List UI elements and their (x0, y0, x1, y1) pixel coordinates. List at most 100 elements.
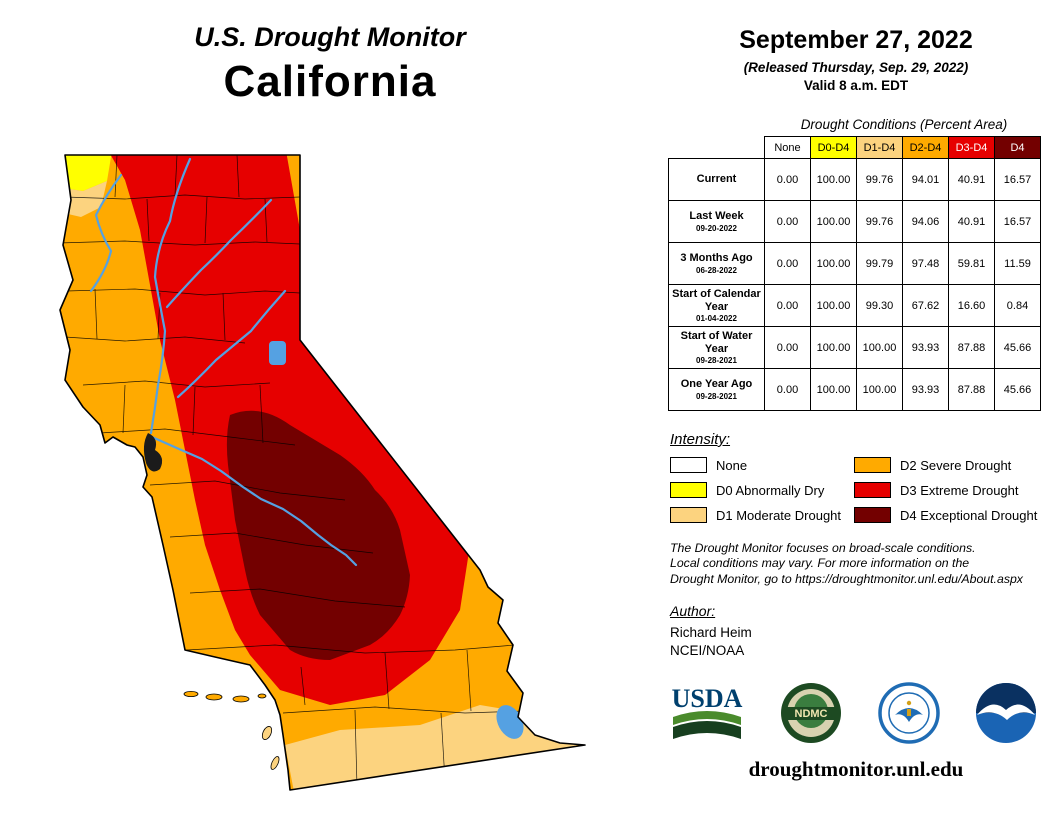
row-label: One Year Ago 09-28-2021 (668, 368, 765, 411)
drought-conditions-table: None D0-D4 D1-D4 D2-D4 D3-D4 D4 Current … (668, 136, 1041, 411)
svg-text:USDA: USDA (672, 684, 743, 713)
table-cell: 100.00 (810, 368, 857, 411)
legend-swatch-d2 (854, 457, 891, 473)
table-cell: 100.00 (810, 158, 857, 201)
california-drought-map (59, 154, 586, 791)
table-cell: 45.66 (994, 368, 1041, 411)
author-name: Richard Heim (670, 625, 752, 641)
table-row-3-months-ago: 3 Months Ago 06-28-2022 0.00 100.00 99.7… (668, 242, 1041, 285)
release-date: (Released Thursday, Sep. 29, 2022) (743, 60, 969, 75)
table-cell: 0.00 (764, 158, 811, 201)
table-row-last-week: Last Week 09-20-2022 0.00 100.00 99.76 9… (668, 200, 1041, 243)
table-cell: 0.00 (764, 242, 811, 285)
region-title: California (223, 57, 437, 106)
table-cell: 0.00 (764, 368, 811, 411)
table-cell: 100.00 (810, 284, 857, 327)
date-block: September 27, 2022 (Released Thursday, S… (660, 26, 1052, 93)
column-header-d4: D4 (994, 136, 1041, 159)
table-cell: 59.81 (948, 242, 995, 285)
table-row-start-calendar-year: Start of Calendar Year 01-04-2022 0.00 1… (668, 284, 1041, 327)
title-block: U.S. Drought Monitor California (0, 22, 660, 107)
table-corner-cell (668, 136, 765, 159)
table-cell: 0.00 (764, 326, 811, 369)
table-cell: 16.60 (948, 284, 995, 327)
table-row-one-year-ago: One Year Ago 09-28-2021 0.00 100.00 100.… (668, 368, 1041, 411)
table-cell: 100.00 (810, 242, 857, 285)
info-panel: September 27, 2022 (Released Thursday, S… (660, 0, 1052, 782)
table-cell: 40.91 (948, 200, 995, 243)
table-cell: 16.57 (994, 200, 1041, 243)
table-cell: 45.66 (994, 326, 1041, 369)
sacramento-river (149, 157, 192, 435)
table-cell: 99.79 (856, 242, 903, 285)
valid-time: Valid 8 a.m. EDT (803, 78, 909, 93)
legend-title: Intensity: (670, 431, 731, 448)
table-cell: 94.06 (902, 200, 949, 243)
author-org: NCEI/NOAA (670, 643, 745, 659)
site-url: droughtmonitor.unl.edu (748, 756, 964, 781)
agency-logos: USDA NDMC (668, 675, 1038, 751)
feather-river (176, 289, 287, 399)
legend-swatch-d0 (670, 482, 707, 498)
legend-swatch-d3 (854, 482, 891, 498)
d0-abnormally-dry-region (60, 155, 113, 191)
disclaimer-line: Local conditions may vary. For more info… (670, 556, 970, 571)
table-cell: 0.84 (994, 284, 1041, 327)
table-cell: 93.93 (902, 368, 949, 411)
report-title: U.S. Drought Monitor (194, 22, 466, 52)
usda-logo: USDA (672, 684, 743, 739)
channel-islands (183, 691, 280, 770)
disclaimer: The Drought Monitor focuses on broad-sca… (670, 541, 1052, 587)
table-cell: 16.57 (994, 158, 1041, 201)
table-cell: 87.88 (948, 326, 995, 369)
commerce-seal-logo (877, 681, 940, 744)
table-cell: 94.01 (902, 158, 949, 201)
row-label: Start of Water Year 09-28-2021 (668, 326, 765, 369)
klamath-river (89, 173, 123, 293)
legend-swatch-d4 (854, 507, 891, 523)
legend-item-d4: D4 Exceptional Drought (854, 507, 1054, 523)
legend-swatch-d1 (670, 507, 707, 523)
ndmc-logo: NDMC (781, 682, 842, 743)
legend-item-d2: D2 Severe Drought (854, 457, 1054, 473)
row-label: 3 Months Ago 06-28-2022 (668, 242, 765, 285)
author-heading: Author: (670, 603, 716, 620)
disclaimer-line: The Drought Monitor focuses on broad-sca… (670, 541, 976, 555)
column-header-d3d4: D3-D4 (948, 136, 995, 159)
row-label: Start of Calendar Year 01-04-2022 (668, 284, 765, 327)
california-outline (59, 154, 586, 791)
table-cell: 40.91 (948, 158, 995, 201)
table-cell: 11.59 (994, 242, 1041, 285)
legend-swatch-none (670, 457, 707, 473)
legend-item-d1: D1 Moderate Drought (670, 507, 854, 523)
san-joaquin-river (150, 435, 358, 567)
lake-tahoe (269, 341, 286, 365)
table-cell: 100.00 (856, 326, 903, 369)
disclaimer-line: Drought Monitor, go to https://droughtmo… (670, 571, 1023, 586)
column-header-none: None (764, 136, 811, 159)
table-cell: 0.00 (764, 284, 811, 327)
row-label: Current (668, 158, 765, 201)
legend-item-none: None (670, 457, 854, 473)
map-date: September 27, 2022 (739, 26, 973, 54)
rivers (89, 157, 358, 567)
legend-item-d3: D3 Extreme Drought (854, 482, 1054, 498)
pit-river (165, 198, 273, 309)
legend: None D0 Abnormally Dry D1 Moderate Droug… (670, 457, 1052, 523)
column-header-d1d4: D1-D4 (856, 136, 903, 159)
table-cell: 100.00 (810, 326, 857, 369)
table-cell: 100.00 (856, 368, 903, 411)
table-cell: 99.76 (856, 158, 903, 201)
table-cell: 99.30 (856, 284, 903, 327)
noaa-logo (975, 682, 1036, 743)
salton-sea (496, 705, 524, 739)
column-header-d0d4: D0-D4 (810, 136, 857, 159)
table-caption: Drought Conditions (Percent Area) (800, 117, 1008, 132)
table-header-row: None D0-D4 D1-D4 D2-D4 D3-D4 D4 (668, 136, 1041, 159)
table-cell: 100.00 (810, 200, 857, 243)
table-cell: 97.48 (902, 242, 949, 285)
row-label: Last Week 09-20-2022 (668, 200, 765, 243)
table-cell: 67.62 (902, 284, 949, 327)
table-row-current: Current 0.00 100.00 99.76 94.01 40.91 16… (668, 158, 1041, 201)
